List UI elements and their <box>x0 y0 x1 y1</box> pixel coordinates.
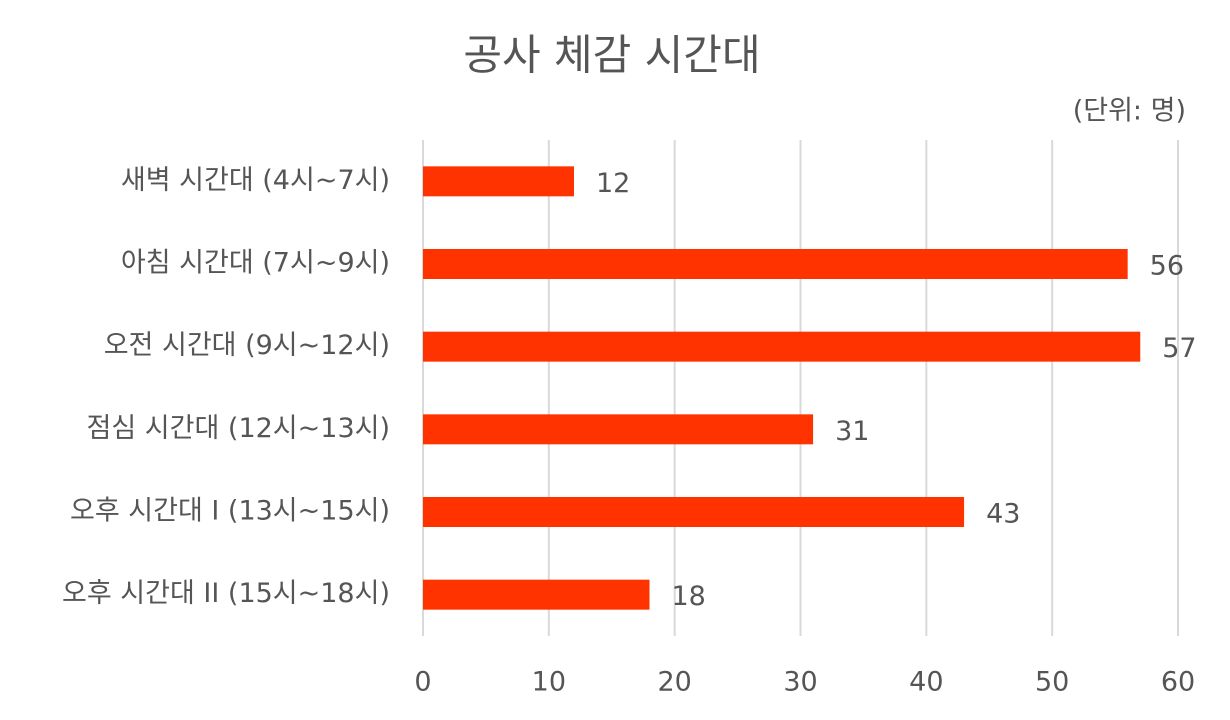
y-tick-label: 오후 시간대 I (13시~15시) <box>70 496 390 527</box>
bar <box>423 166 574 197</box>
data-label: 56 <box>1150 251 1184 282</box>
x-tick-label: 30 <box>783 667 817 698</box>
x-tick-label: 20 <box>657 667 691 698</box>
y-tick-label: 새벽 시간대 (4시~7시) <box>121 165 390 196</box>
bar <box>423 579 650 610</box>
x-tick-label: 10 <box>532 667 566 698</box>
data-label: 31 <box>835 416 869 447</box>
bar <box>423 249 1128 279</box>
bar <box>423 497 965 527</box>
y-tick-label: 점심 시간대 (12시~13시) <box>87 413 390 444</box>
data-label: 43 <box>986 499 1020 530</box>
y-tick-label: 오후 시간대 II (15시~18시) <box>62 578 390 609</box>
x-tick-label: 60 <box>1161 667 1195 698</box>
y-tick-label: 아침 시간대 (7시~9시) <box>121 248 390 279</box>
bar <box>423 331 1141 362</box>
data-label: 57 <box>1162 333 1196 364</box>
x-tick-label: 40 <box>909 667 943 698</box>
chart-title: 공사 체감 시간대 <box>463 31 760 80</box>
bar <box>423 414 814 445</box>
x-tick-label: 50 <box>1035 667 1069 698</box>
unit-label: (단위: 명) <box>1073 96 1186 127</box>
data-label: 18 <box>672 581 706 612</box>
y-tick-label: 오전 시간대 (9시~12시) <box>104 330 390 361</box>
data-label: 12 <box>596 168 630 199</box>
x-tick-label: 0 <box>414 667 431 698</box>
